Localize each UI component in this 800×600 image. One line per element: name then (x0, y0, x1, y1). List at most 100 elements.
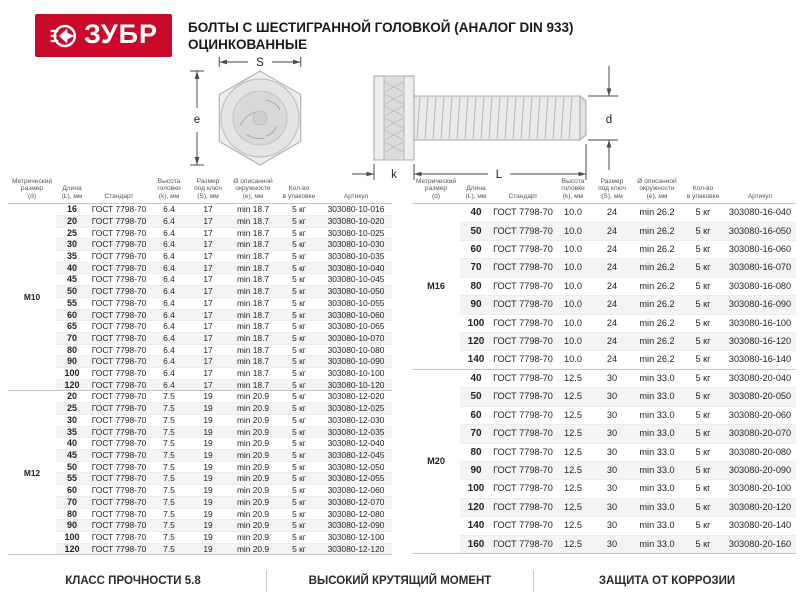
pack-qty-cell: 5 кг (682, 314, 724, 334)
length-cell: 80 (56, 344, 88, 357)
wrench-size-cell: 17 (188, 227, 228, 240)
pack-qty-cell: 5 кг (682, 222, 724, 242)
length-cell: 120 (460, 498, 492, 518)
wrench-size-cell: 24 (592, 258, 632, 278)
spec-table-left: Метрический размер (d) Длина (L), мм Станд… (8, 178, 392, 556)
standard-cell: ГОСТ 7798-70 (492, 387, 554, 407)
table-row: M10 16 ГОСТ 7798-70 6.4 17 min 18.7 5 кг 303080… (8, 203, 392, 392)
standard-cell: ГОСТ 7798-70 (88, 309, 150, 322)
bolt-dimension-diagram: S e (188, 56, 624, 193)
circumscribed-diameter-cell: min 20.9 (228, 414, 278, 427)
article-cell: 303080-12-050 (320, 461, 392, 474)
dimension-d: d (588, 66, 618, 170)
table-row: 35 ГОСТ 7798-70 6.4 17 min 18.7 5 кг 303080-10… (8, 250, 392, 263)
length-cell: 90 (56, 355, 88, 369)
wrench-size-cell: 30 (592, 516, 632, 536)
article-cell: 303080-10-065 (320, 320, 392, 333)
head-height-cell: 6.4 (150, 285, 188, 298)
circumscribed-diameter-cell: min 20.9 (228, 449, 278, 462)
feature-footer: КЛАСС ПРОЧНОСТИ 5.8 ВЫСОКИЙ КРУТЯЩИЙ МОМ… (0, 566, 800, 596)
circumscribed-diameter-cell: min 18.7 (228, 215, 278, 228)
circumscribed-diameter-cell: min 18.7 (228, 367, 278, 380)
standard-cell: ГОСТ 7798-70 (88, 344, 150, 357)
head-height-cell: 10.0 (554, 222, 592, 242)
head-height-cell: 12.5 (554, 535, 592, 554)
table-row: 35 ГОСТ 7798-70 7.5 19 min 20.9 5 кг 303080-12… (8, 426, 392, 439)
table-row: 80 ГОСТ 7798-70 10.0 24 min 26.2 5 кг 303080-1… (412, 277, 796, 297)
table-row: M20 40 ГОСТ 7798-70 12.5 30 min 33.0 5 кг 30308… (412, 369, 796, 554)
article-cell: 303080-10-025 (320, 227, 392, 240)
head-height-cell: 12.5 (554, 443, 592, 462)
head-height-cell: 7.5 (150, 519, 188, 532)
pack-qty-cell: 5 кг (682, 350, 724, 370)
head-height-cell: 6.4 (150, 215, 188, 228)
pack-qty-cell: 5 кг (278, 508, 320, 521)
circumscribed-diameter-cell: min 33.0 (632, 406, 682, 426)
standard-cell: ГОСТ 7798-70 (88, 531, 150, 544)
head-height-cell: 7.5 (150, 543, 188, 556)
article-cell: 303080-12-060 (320, 484, 392, 497)
length-cell: 90 (460, 461, 492, 481)
article-cell: 303080-16-120 (724, 332, 796, 352)
circumscribed-diameter-cell: min 18.7 (228, 273, 278, 287)
svg-text:d: d (606, 114, 612, 126)
head-height-cell: 10.0 (554, 203, 592, 223)
pack-qty-cell: 5 кг (278, 344, 320, 357)
pack-qty-cell: 5 кг (278, 390, 320, 404)
article-cell: 303080-10-050 (320, 285, 392, 298)
circumscribed-diameter-cell: min 18.7 (228, 355, 278, 369)
head-height-cell: 12.5 (554, 387, 592, 407)
table-row: 140 ГОСТ 7798-70 10.0 24 min 26.2 5 кг 303080-… (412, 350, 796, 370)
article-cell: 303080-10-070 (320, 332, 392, 345)
standard-cell: ГОСТ 7798-70 (88, 215, 150, 228)
pack-qty-cell: 5 кг (682, 424, 724, 444)
standard-cell: ГОСТ 7798-70 (492, 516, 554, 536)
feature-corrosion: ЗАЩИТА ОТ КОРРОЗИИ (598, 575, 736, 587)
length-cell: 120 (56, 543, 88, 556)
column-header: Кол-во в упаковке (278, 178, 320, 205)
article-cell: 303080-10-030 (320, 238, 392, 252)
pack-qty-cell: 5 кг (278, 449, 320, 462)
svg-text:e: e (194, 114, 200, 126)
brand-logo: ЗУБР (35, 14, 172, 57)
pack-qty-cell: 5 кг (278, 285, 320, 298)
standard-cell: ГОСТ 7798-70 (492, 479, 554, 499)
table-row: 90 ГОСТ 7798-70 7.5 19 min 20.9 5 кг 303080-12… (8, 519, 392, 532)
head-height-cell: 6.4 (150, 379, 188, 392)
head-height-cell: 12.5 (554, 406, 592, 426)
standard-cell: ГОСТ 7798-70 (88, 449, 150, 462)
bolt-side-view (373, 75, 587, 161)
column-header: Стандарт (492, 178, 554, 205)
table-row: 80 ГОСТ 7798-70 6.4 17 min 18.7 5 кг 303080-10… (8, 344, 392, 357)
wrench-size-cell: 19 (188, 437, 228, 450)
wrench-size-cell: 19 (188, 449, 228, 462)
length-cell: 50 (460, 222, 492, 242)
article-cell: 303080-16-090 (724, 295, 796, 315)
column-header: Высота головки (k), мм (150, 178, 188, 205)
pack-qty-cell: 5 кг (278, 461, 320, 474)
length-cell: 140 (460, 350, 492, 370)
metric-size-label: M12 (8, 390, 56, 556)
svg-text:k: k (391, 169, 397, 181)
table-row: 30 ГОСТ 7798-70 7.5 19 min 20.9 5 кг 303080-12… (8, 414, 392, 427)
wrench-size-cell: 17 (188, 344, 228, 357)
article-cell: 303080-12-020 (320, 390, 392, 404)
article-cell: 303080-12-090 (320, 519, 392, 532)
table-row: 55 ГОСТ 7798-70 6.4 17 min 18.7 5 кг 303080-10… (8, 297, 392, 310)
circumscribed-diameter-cell: min 26.2 (632, 314, 682, 334)
pack-qty-cell: 5 кг (278, 332, 320, 345)
pack-qty-cell: 5 кг (278, 309, 320, 322)
table-row: 90 ГОСТ 7798-70 12.5 30 min 33.0 5 кг 303080-2… (412, 461, 796, 481)
length-cell: 40 (56, 262, 88, 275)
wrench-size-cell: 24 (592, 203, 632, 223)
circumscribed-diameter-cell: min 18.7 (228, 285, 278, 298)
wrench-size-cell: 24 (592, 222, 632, 242)
standard-cell: ГОСТ 7798-70 (88, 508, 150, 521)
article-cell: 303080-12-030 (320, 414, 392, 427)
page-title-line2: ОЦИНКОВАННЫЕ (188, 36, 308, 52)
pack-qty-cell: 5 кг (682, 295, 724, 315)
head-height-cell: 6.4 (150, 297, 188, 310)
wrench-size-cell: 19 (188, 496, 228, 509)
head-height-cell: 7.5 (150, 531, 188, 544)
wrench-size-cell: 19 (188, 484, 228, 497)
